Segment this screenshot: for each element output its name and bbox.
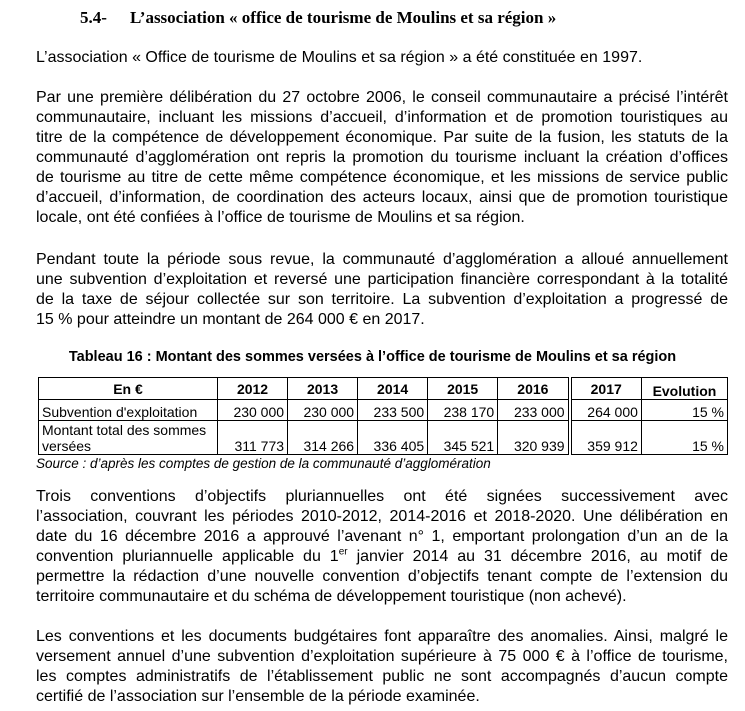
table-cell: 233 000 — [497, 399, 572, 421]
text-line: certifié de l’association sur l’ensemble… — [36, 688, 480, 705]
table-source: Source : d’après les comptes de gestion … — [36, 456, 491, 471]
text-line: permettre la rédaction d’une nouvelle co… — [36, 568, 728, 585]
text-line: Trois conventions d’objectifs pluriannue… — [36, 488, 728, 505]
text-line: les comptes administratifs de l’établiss… — [36, 668, 728, 685]
text-line: convention pluriannuelle applicable du 1… — [36, 546, 729, 565]
table-cell: 359 912 — [569, 420, 642, 455]
paragraph: Par une première délibération du 27 octo… — [36, 88, 728, 228]
text-line: versement annuel d’une subvention d’expl… — [36, 648, 728, 665]
row-label: Subvention d'exploitation — [38, 399, 218, 421]
text-line: locale, ont été confiées à l’office de t… — [36, 209, 525, 226]
data-table: En € 2012 2013 2014 2015 2016 2017 Evolu… — [38, 377, 729, 455]
table-cell: 314 266 — [287, 420, 359, 455]
text-line: de la taxe de séjour collectée sur son t… — [36, 291, 728, 308]
table-cell: 264 000 — [569, 399, 642, 421]
text-line: Les conventions et les documents budgéta… — [36, 628, 728, 645]
paragraph: Pendant toute la période sous revue, la … — [36, 250, 728, 330]
text-line: communauté d’agglomération ont repris la… — [36, 149, 728, 166]
section-title: L’association « office de tourisme de Mo… — [130, 8, 557, 27]
table-cell: 320 939 — [497, 420, 572, 455]
table-cell: 15 % — [640, 399, 729, 421]
text-line: d’accueil, d’information, de coordinatio… — [36, 189, 728, 206]
column-header: Evolution — [640, 377, 729, 400]
text-line: Pendant toute la période sous revue, la … — [36, 251, 728, 268]
table-cell: 15 % — [640, 420, 729, 455]
paragraph: L’association « Office de tourisme de Mo… — [36, 48, 728, 68]
table-cell: 230 000 — [216, 399, 289, 421]
column-header: 2013 — [287, 377, 359, 400]
table-cell: 345 521 — [427, 420, 499, 455]
text-line: territoire communautaire et du schéma de… — [36, 588, 627, 605]
row-label: Montant total des sommes versées — [38, 420, 218, 455]
section-number: 5.4- — [80, 8, 107, 27]
text-line: de tourisme au titre de cette même compé… — [36, 169, 728, 186]
table-cell: 311 773 — [216, 420, 289, 455]
column-header: En € — [38, 377, 218, 400]
text-line: l’association, couvrant les périodes 201… — [36, 508, 728, 525]
table-header-row: En € 2012 2013 2014 2015 2016 2017 Evolu… — [38, 377, 729, 400]
column-header: 2012 — [216, 377, 289, 400]
table-row: Montant total des sommes versées 311 773… — [38, 420, 729, 455]
table-title: Tableau 16 : Montant des sommes versées … — [68, 349, 677, 365]
text-line: L’association « Office de tourisme de Mo… — [36, 49, 643, 66]
text-line: titre de la compétence de développement … — [36, 129, 728, 146]
paragraph: Trois conventions d’objectifs pluriannue… — [36, 487, 728, 607]
text-line: date du 16 décembre 2016 a approuvé l’av… — [36, 528, 728, 545]
column-header: 2015 — [427, 377, 499, 400]
table-cell: 336 405 — [357, 420, 429, 455]
column-header: 2016 — [497, 377, 572, 400]
text-line: une subvention d’exploitation et reversé… — [36, 271, 728, 288]
section-heading: 5.4- L’association « office de tourisme d… — [80, 8, 556, 28]
column-header: 2014 — [357, 377, 429, 400]
text-line: 15 % pour atteindre un montant de 264 00… — [36, 311, 425, 328]
table-cell: 238 170 — [427, 399, 499, 421]
paragraph: Les conventions et les documents budgéta… — [36, 627, 728, 707]
text-line: Par une première délibération du 27 octo… — [36, 89, 728, 106]
table-row: Subvention d'exploitation 230 000 230 00… — [38, 399, 729, 421]
column-header: 2017 — [569, 377, 642, 400]
table-cell: 230 000 — [287, 399, 359, 421]
table-cell: 233 500 — [357, 399, 429, 421]
text-line: communautaire, incluant les missions d’a… — [36, 109, 728, 126]
